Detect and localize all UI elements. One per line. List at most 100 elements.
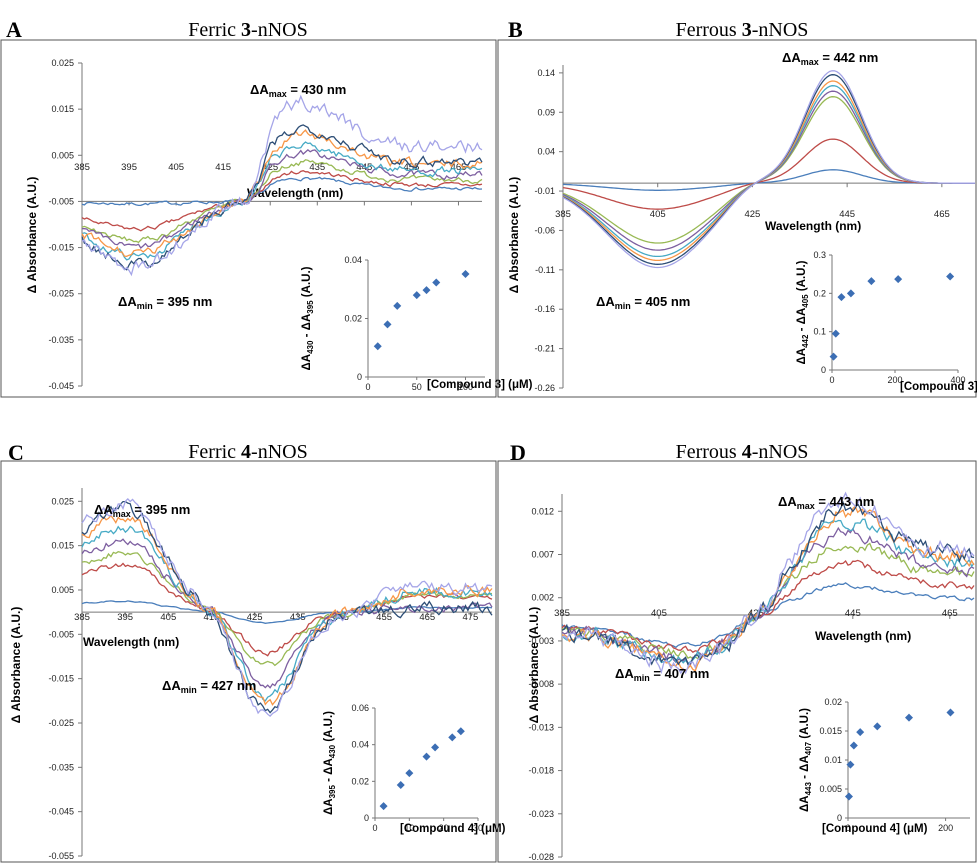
y-tick-label: -0.045	[48, 381, 74, 391]
title-suffix: -nNOS	[251, 19, 308, 41]
inset-x-tick-label: 30	[473, 823, 483, 833]
inset-y-tick-label: 0	[357, 372, 362, 382]
min-annotation: ΔAmin = 407 nm	[615, 666, 709, 683]
inset-ylabel-b: - ΔA	[323, 758, 335, 785]
data-point-marker	[422, 752, 431, 761]
spectrum-line	[562, 70, 975, 269]
data-point-marker	[448, 733, 457, 742]
y-tick-label: -0.008	[528, 679, 554, 689]
inset-ylabel-a: ΔA	[323, 798, 335, 815]
data-point-marker	[946, 272, 955, 281]
min-prefix: ΔA	[162, 678, 181, 693]
data-point-marker	[846, 760, 855, 769]
y-tick-label: -0.025	[48, 718, 74, 728]
max-sub: max	[797, 501, 815, 511]
data-point-marker	[849, 741, 858, 750]
max-annotation: ΔAmax = 442 nm	[782, 50, 878, 67]
x-tick-label: 395	[117, 612, 133, 623]
x-tick-label: 475	[462, 612, 478, 623]
min-suffix: = 427 nm	[197, 678, 257, 693]
inset-ylabel-a: ΔA	[796, 348, 808, 365]
x-tick-label: 405	[651, 608, 667, 619]
x-tick-label: 385	[555, 209, 571, 220]
x-tick-label: 405	[168, 162, 184, 173]
max-annotation: ΔAmax = 430 nm	[250, 82, 346, 99]
spectrum-line	[81, 149, 483, 249]
spectrum-line	[561, 526, 975, 666]
title-suffix: -nNOS	[752, 441, 809, 463]
inset-y-tick-label: 0.02	[351, 776, 369, 786]
x-tick-label: 405	[160, 612, 176, 623]
data-point-marker	[846, 289, 855, 298]
y-tick-label: -0.26	[534, 383, 555, 393]
x-axis-title: Wavelength (nm)	[247, 186, 343, 200]
data-point-marker	[905, 713, 913, 722]
inset-y-tick-label: 0.3	[813, 250, 826, 260]
max-prefix: ΔA	[782, 50, 801, 65]
inset-y-tick-label: 0.2	[813, 288, 826, 298]
y-tick-label: 0.025	[51, 496, 74, 506]
inset-plot: 0 0.1 0.2 0.3 0 200 400[Compound 3] (μM) ΔA442 …	[796, 250, 977, 393]
min-prefix: ΔA	[596, 294, 615, 309]
inset-x-tick-label: 0	[829, 375, 834, 385]
inset-ylabel-b: - ΔA	[796, 308, 808, 335]
y-tick-label: -0.21	[534, 344, 555, 354]
x-tick-label: 415	[204, 612, 220, 623]
inset-ylabel-b-sub: 405	[801, 294, 810, 308]
inset-y-tick-label: 0.04	[351, 740, 369, 750]
inset-y-axis-title: ΔA430 - ΔA395 (A.U.)	[301, 266, 315, 370]
x-tick-label: 465	[942, 608, 958, 619]
panel-letter: C	[8, 440, 24, 465]
data-point-marker	[405, 769, 414, 778]
y-tick-label: -0.16	[534, 304, 555, 314]
inset-y-tick-label: 0.015	[819, 726, 842, 736]
inset-background	[832, 255, 958, 370]
panel-title: Ferric 4-nNOS	[188, 441, 307, 463]
panel-title: Ferrous 4-nNOS	[676, 441, 809, 463]
min-sub: min	[181, 685, 197, 695]
inset-y-tick-label: 0.04	[344, 255, 362, 265]
inset-y-tick-label: 0.06	[351, 703, 369, 713]
y-tick-label: -0.005	[48, 629, 74, 639]
inset-ylabel-b: - ΔA	[799, 755, 811, 782]
min-sub: min	[137, 301, 153, 311]
x-tick-label: 445	[845, 608, 861, 619]
spectrum-line	[81, 525, 493, 702]
max-suffix: = 395 nm	[131, 502, 191, 517]
y-tick-label: -0.003	[528, 636, 554, 646]
panel-letter: A	[6, 17, 22, 42]
inset-ylabel-a-sub: 395	[328, 785, 337, 799]
data-point-marker	[422, 286, 431, 295]
title-prefix: Ferrous	[676, 19, 742, 41]
x-axis-title: Wavelength (nm)	[765, 219, 861, 233]
spectrum-line	[562, 169, 975, 191]
y-tick-label: 0.002	[531, 593, 554, 603]
data-point-marker	[383, 320, 392, 329]
data-point-marker	[456, 727, 465, 736]
panel-title: Ferrous 3-nNOS	[676, 19, 809, 41]
data-point-marker	[393, 301, 402, 310]
y-tick-label: -0.035	[48, 335, 74, 345]
x-tick-label: 385	[74, 162, 90, 173]
max-suffix: = 442 nm	[819, 50, 879, 65]
title-compound: 4	[241, 441, 251, 463]
inset-y-tick-label: 0.02	[344, 314, 362, 324]
y-axis-title: Δ Absorbance (A.U.)	[507, 177, 521, 294]
inset-y-tick-label: 0.1	[813, 327, 826, 337]
panel-frame	[0, 39, 497, 398]
inset-ylabel-c: (A.U.)	[301, 266, 313, 300]
inset-x-tick-label: 0	[372, 823, 377, 833]
y-tick-label: 0.015	[51, 541, 74, 551]
x-tick-label: 435	[309, 162, 325, 173]
data-point-marker	[894, 275, 903, 284]
inset-background	[368, 260, 485, 377]
x-tick-label: 435	[290, 612, 306, 623]
inset-plot: 0 0.02 0.04 0 50 100[Compound 3] (μM) ΔA430 - …	[301, 255, 533, 392]
max-prefix: ΔA	[778, 494, 797, 509]
y-tick-label: 0.005	[51, 585, 74, 595]
y-tick-label: -0.015	[48, 243, 74, 253]
inset-x-tick-label: 50	[412, 382, 422, 392]
panel-frame	[497, 39, 977, 398]
min-suffix: = 407 nm	[650, 666, 710, 681]
x-tick-label: 425	[262, 162, 278, 173]
